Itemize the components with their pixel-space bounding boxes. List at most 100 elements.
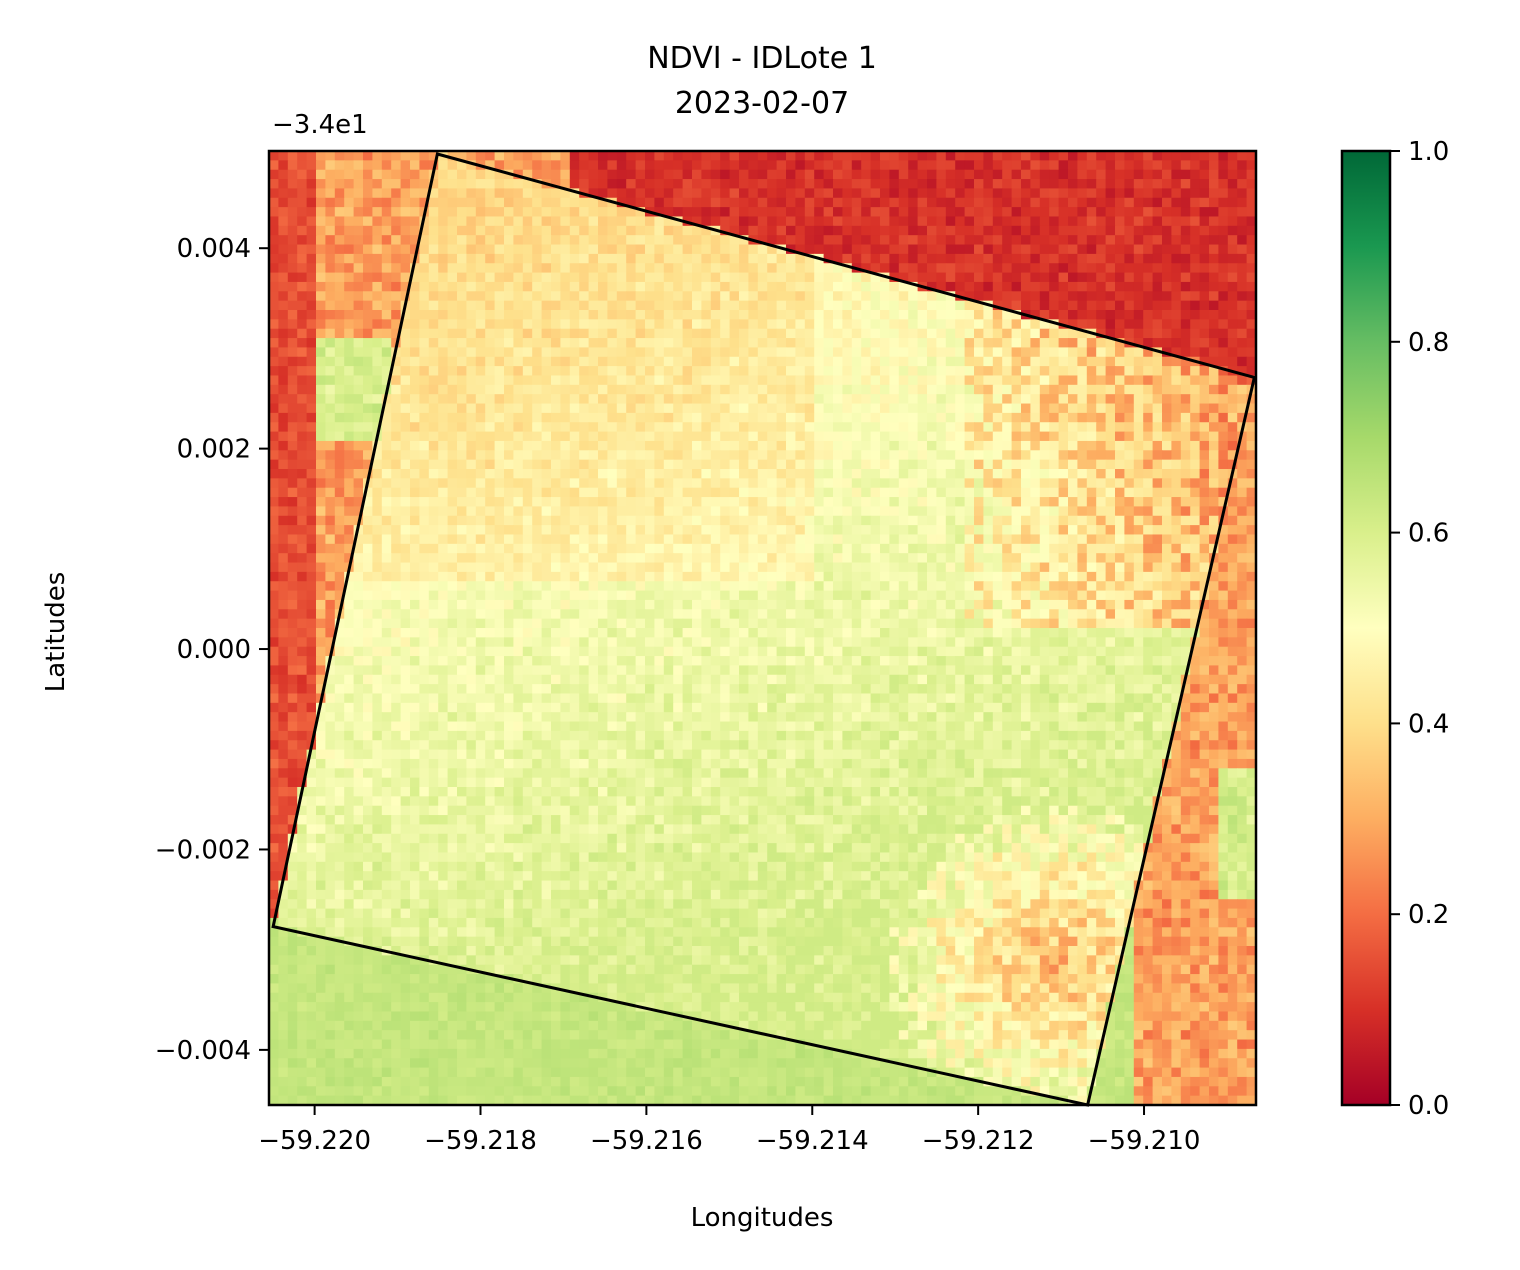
ndvi-cell [1011,515,1022,526]
ndvi-cell [692,338,702,349]
ndvi-cell [532,459,543,470]
ndvi-cell [955,478,966,489]
ndvi-cell [739,534,749,545]
ndvi-cell [381,197,392,208]
ndvi-cell [983,244,994,255]
ndvi-cell [607,169,618,180]
ndvi-cell [739,412,749,423]
ndvi-cell [1021,450,1031,461]
ndvi-cell [974,581,984,592]
ndvi-cell [729,207,740,218]
ndvi-cell [466,197,477,208]
ndvi-cell [485,571,496,582]
ndvi-cell [287,272,298,283]
ndvi-cell [353,394,364,405]
ndvi-cell [861,263,872,274]
ndvi-cell [269,366,279,377]
ndvi-cell [729,244,740,255]
ndvi-cell [297,375,308,386]
ndvi-cell [917,366,928,377]
ndvi-cell [485,225,496,236]
ndvi-cell [485,319,496,330]
ndvi-cell [381,319,392,330]
ndvi-cell [1133,291,1144,302]
ndvi-cell [983,216,994,227]
ndvi-cell [851,422,862,433]
ndvi-cell [410,553,420,564]
ndvi-cell [1246,366,1256,377]
ndvi-cell [663,487,674,498]
ndvi-cell [645,478,655,489]
ndvi-cell [316,356,326,367]
ndvi-cell [861,338,872,349]
ndvi-cell [739,506,749,517]
ndvi-cell [795,459,806,470]
ndvi-cell [748,319,759,330]
ndvi-cell [964,515,975,526]
ndvi-cell [1218,469,1229,479]
ndvi-cell [701,571,712,582]
ndvi-cell [438,440,449,451]
ndvi-cell [1246,235,1256,246]
ndvi-cell [1124,534,1135,545]
ndvi-cell [682,403,693,414]
ndvi-cell [457,450,467,461]
ndvi-cell [306,300,317,311]
ndvi-cell [475,244,486,255]
ndvi-cell [729,338,740,349]
ndvi-cell [739,431,749,442]
ndvi-cell [1096,553,1107,564]
ndvi-cell [692,562,702,573]
ndvi-cell [889,478,900,489]
ndvi-cell [1209,263,1219,274]
ndvi-cell [682,366,693,377]
ndvi-cell [325,487,336,498]
ndvi-cell [814,169,825,180]
ndvi-cell [701,244,712,255]
ndvi-cell [833,478,843,489]
ndvi-cell [447,515,458,526]
ndvi-cell [269,347,279,358]
ndvi-cell [945,244,956,255]
ndvi-cell [729,571,740,582]
ndvi-cell [710,459,721,470]
ndvi-cell [663,412,674,423]
ndvi-cell [457,319,467,330]
ndvi-cell [494,272,505,283]
ndvi-cell [513,571,524,582]
ndvi-cell [1077,338,1088,349]
ndvi-cell [992,375,1003,386]
ndvi-cell [485,581,496,592]
ndvi-cell [936,291,947,302]
ndvi-cell [494,562,505,573]
ndvi-cell [635,207,646,218]
ndvi-cell [269,272,279,283]
ndvi-cell [776,487,787,498]
ndvi-cell [870,478,881,489]
ndvi-cell [1171,394,1182,405]
ndvi-cell [729,272,740,283]
ndvi-cell [645,571,655,582]
ndvi-cell [945,384,956,395]
ndvi-cell [1021,300,1031,311]
ndvi-cell [1105,281,1116,292]
ndvi-cell [410,431,420,442]
ndvi-cell [635,169,646,180]
ndvi-cell [1077,179,1088,190]
ndvi-cell [739,422,749,433]
ndvi-cell [1039,478,1050,489]
ndvi-cell [1086,534,1097,545]
ndvi-cell [1199,543,1210,554]
ndvi-cell [457,487,467,498]
ndvi-cell [457,328,467,339]
ndvi-cell [1068,216,1078,227]
ndvi-cell [607,403,618,414]
ndvi-cell [616,263,627,274]
ndvi-cell [1143,235,1154,246]
ndvi-cell [485,216,496,227]
ndvi-cell [635,366,646,377]
ndvi-cell [908,225,919,236]
ndvi-cell [400,412,411,423]
ndvi-cell [974,216,984,227]
ndvi-cell [325,263,336,274]
